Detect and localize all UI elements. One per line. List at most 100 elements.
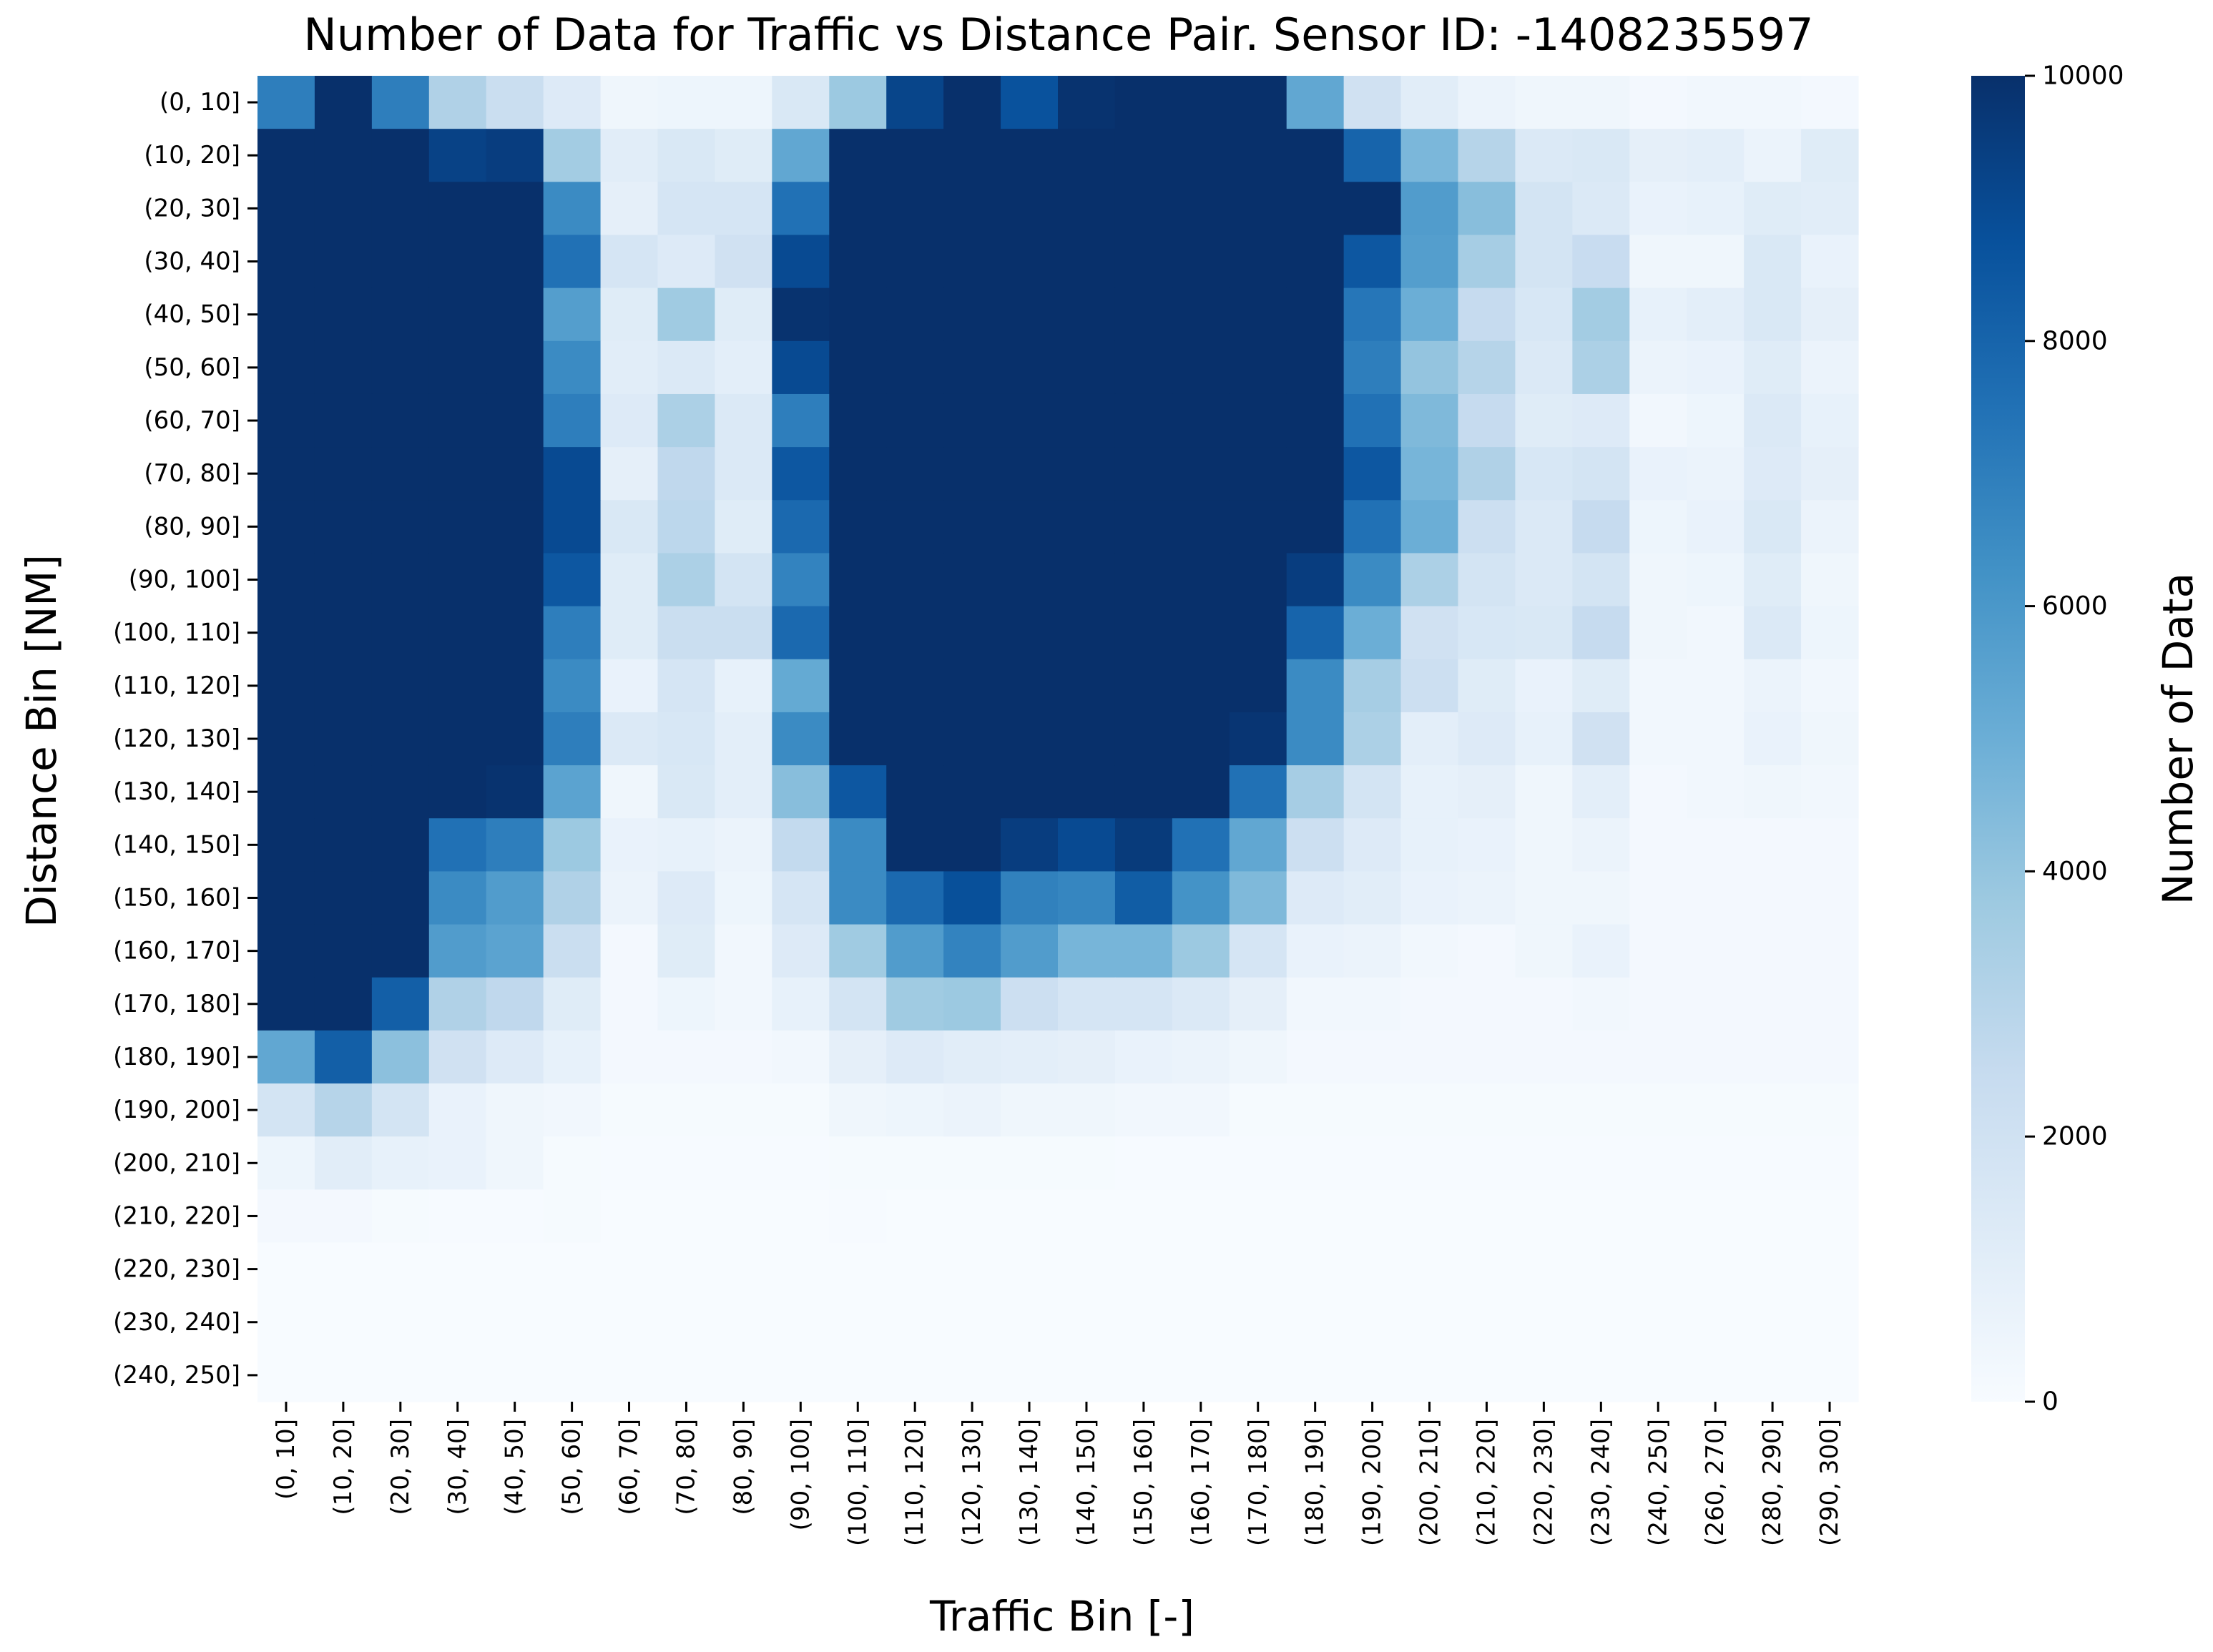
heatmap-cell (886, 500, 944, 554)
heatmap-cell (1687, 76, 1745, 129)
heatmap-cell (257, 1242, 315, 1297)
heatmap-cell (657, 1083, 716, 1137)
heatmap-cell (1572, 1083, 1630, 1137)
heatmap-cell (1229, 1295, 1287, 1349)
heatmap-cell (257, 393, 315, 448)
heatmap-cell (715, 871, 772, 925)
heatmap-cell (1172, 553, 1230, 607)
colorbar-tick-label: 10000 (2042, 62, 2124, 91)
heatmap-cell (486, 977, 544, 1031)
heatmap-cell (543, 1295, 602, 1349)
heatmap-cell (1687, 1189, 1745, 1244)
heatmap-cell (314, 76, 373, 129)
heatmap-cell (1629, 1030, 1687, 1084)
colorbar-tick-label: 8000 (2042, 326, 2108, 355)
heatmap-cell (1801, 553, 1859, 607)
x-tick-label: (260, 270] (1701, 1419, 1729, 1546)
heatmap-cell (1343, 129, 1402, 182)
heatmap-cell (428, 553, 487, 607)
heatmap-cell (1515, 712, 1573, 766)
x-tick-label: (210, 220] (1472, 1419, 1501, 1546)
heatmap-cell (886, 287, 944, 342)
heatmap-cell (486, 129, 544, 182)
heatmap-cell (1229, 606, 1287, 660)
heatmap-cell (257, 1189, 315, 1244)
y-tick-label: (120, 130] (113, 724, 240, 753)
heatmap-cell (657, 553, 716, 607)
heatmap-cell (943, 924, 1001, 978)
y-tick-label: (190, 200] (113, 1096, 240, 1124)
x-tick-label: (140, 150] (1072, 1419, 1101, 1546)
heatmap-cell (943, 712, 1001, 766)
heatmap-cell (943, 1295, 1001, 1349)
heatmap-cell (371, 447, 430, 501)
heatmap-cell (715, 553, 772, 607)
heatmap-cell (600, 553, 659, 607)
heatmap-cell (543, 287, 602, 342)
heatmap-cell (428, 871, 487, 925)
heatmap-cell (1001, 924, 1059, 978)
heatmap-cell (1286, 924, 1345, 978)
heatmap-cell (1629, 1295, 1687, 1349)
x-tick-label: (0, 10] (272, 1419, 300, 1500)
heatmap-cell (1572, 340, 1630, 395)
heatmap-cell (829, 235, 887, 289)
heatmap-cell (1001, 393, 1059, 448)
heatmap-cell (1629, 1189, 1687, 1244)
heatmap-cell (1458, 606, 1516, 660)
heatmap-cell (829, 1083, 887, 1137)
heatmap-cell (772, 76, 830, 129)
heatmap-cell (1114, 659, 1173, 713)
heatmap-cell (1172, 76, 1230, 129)
heatmap-cell (1572, 1136, 1630, 1190)
heatmap-cell (657, 287, 716, 342)
heatmap-cell (1286, 712, 1345, 766)
heatmap-cell (371, 818, 430, 872)
heatmap-cell (428, 659, 487, 713)
heatmap-cell (257, 500, 315, 554)
heatmap-cell (886, 393, 944, 448)
heatmap-cell (543, 659, 602, 713)
x-tick-label: (30, 40] (443, 1419, 472, 1515)
heatmap-cell (886, 1083, 944, 1137)
heatmap-cell (600, 447, 659, 501)
heatmap-cell (829, 1030, 887, 1084)
heatmap-cell (371, 287, 430, 342)
heatmap-cell (1343, 1136, 1402, 1190)
heatmap-cell (1629, 1242, 1687, 1297)
heatmap-cell (486, 871, 544, 925)
heatmap-cell (1687, 1242, 1745, 1297)
heatmap-cell (1286, 340, 1345, 395)
heatmap-cell (1114, 924, 1173, 978)
heatmap-cell (1058, 1136, 1116, 1190)
heatmap-cell (1172, 340, 1230, 395)
x-tick-label: (170, 180] (1244, 1419, 1272, 1546)
heatmap-cell (715, 712, 772, 766)
heatmap-cell (543, 765, 602, 819)
heatmap-cell (314, 553, 373, 607)
heatmap-cell (1458, 765, 1516, 819)
heatmap-cell (371, 1083, 430, 1137)
heatmap-cell (1172, 659, 1230, 713)
heatmap-cell (543, 447, 602, 501)
heatmap-cell (1058, 1242, 1116, 1297)
heatmap-cell (1400, 553, 1459, 607)
heatmap-cell (1286, 393, 1345, 448)
heatmap-cell (428, 1083, 487, 1137)
heatmap-cell (1229, 765, 1287, 819)
heatmap-cell (1229, 871, 1287, 925)
heatmap-cell (314, 500, 373, 554)
heatmap-cell (886, 235, 944, 289)
heatmap-cell (1229, 340, 1287, 395)
y-axis-label: Distance Bin [NM] (17, 554, 66, 928)
heatmap-cell (428, 1242, 487, 1297)
heatmap-cell (1515, 606, 1573, 660)
heatmap-cell (371, 606, 430, 660)
heatmap-cell (1572, 1189, 1630, 1244)
y-tick-label: (170, 180] (113, 990, 240, 1018)
heatmap-cell (1801, 235, 1859, 289)
heatmap-cell (543, 340, 602, 395)
heatmap-cell (543, 235, 602, 289)
heatmap-cell (1515, 340, 1573, 395)
heatmap-cell (715, 1189, 772, 1244)
